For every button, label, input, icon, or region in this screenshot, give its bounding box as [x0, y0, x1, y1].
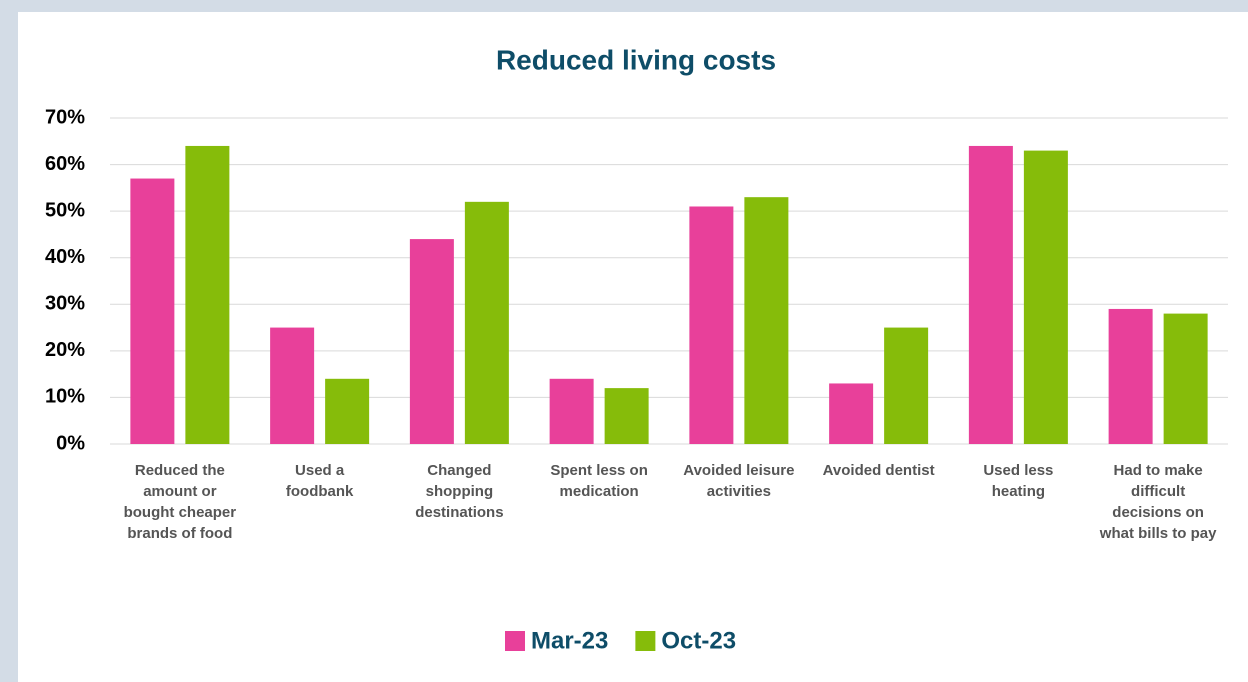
y-tick-label: 20% [45, 339, 85, 361]
x-tick-label: Avoided dentist [822, 462, 935, 479]
chart-title: Reduced living costs [496, 44, 776, 75]
y-tick-label: 10% [45, 386, 85, 408]
x-tick-label-box: Changed shopping destinations [415, 462, 504, 521]
frame-left [0, 0, 18, 682]
x-tick-label-box: Avoided dentist [822, 462, 935, 479]
x-tick-label-box: Used less heating [983, 462, 1054, 500]
x-tick-label: Changed shopping destinations [415, 462, 504, 521]
legend-swatch [635, 631, 656, 651]
bar [185, 145, 230, 444]
bar [689, 206, 734, 444]
x-tick-label: Spent less on medication [550, 462, 648, 500]
y-tick-label: 0% [56, 432, 85, 454]
bar [270, 327, 315, 444]
bar [130, 178, 175, 445]
bar [968, 145, 1013, 444]
y-tick-label: 70% [45, 106, 85, 128]
legend-label: Mar-23 [531, 627, 608, 654]
x-tick-label-box: Avoided leisure activities [683, 462, 795, 500]
bar [884, 327, 929, 444]
x-tick-label-box: Used a foodbank [285, 462, 354, 500]
bar [409, 239, 454, 444]
bar [1023, 150, 1068, 444]
legend-label: Oct-23 [661, 627, 736, 654]
x-tick-label: Avoided leisure activities [683, 462, 795, 500]
bar [549, 378, 594, 444]
y-tick-label: 50% [45, 199, 85, 221]
legend-swatch [505, 631, 525, 651]
x-tick-label: Used less heating [983, 462, 1054, 500]
bar [604, 388, 649, 444]
x-tick-label: Used a foodbank [285, 462, 354, 500]
bar [744, 197, 789, 444]
bar [829, 383, 874, 444]
y-tick-label: 30% [45, 293, 85, 315]
frame-top [0, 0, 1248, 12]
x-tick-label: Reduced the amount or bought cheaper bra… [123, 462, 237, 542]
x-tick-label-box: Had to make difficult decisions on what … [1099, 462, 1217, 542]
bar [1163, 313, 1208, 444]
bar [325, 378, 370, 444]
x-tick-label-box: Spent less on medication [550, 462, 648, 500]
x-tick-label: Had to make difficult decisions on what … [1099, 462, 1217, 542]
y-tick-label: 60% [45, 153, 85, 175]
bar [1108, 308, 1153, 444]
y-tick-label: 40% [45, 246, 85, 268]
bar [464, 201, 509, 444]
x-tick-label-box: Reduced the amount or bought cheaper bra… [123, 462, 237, 542]
